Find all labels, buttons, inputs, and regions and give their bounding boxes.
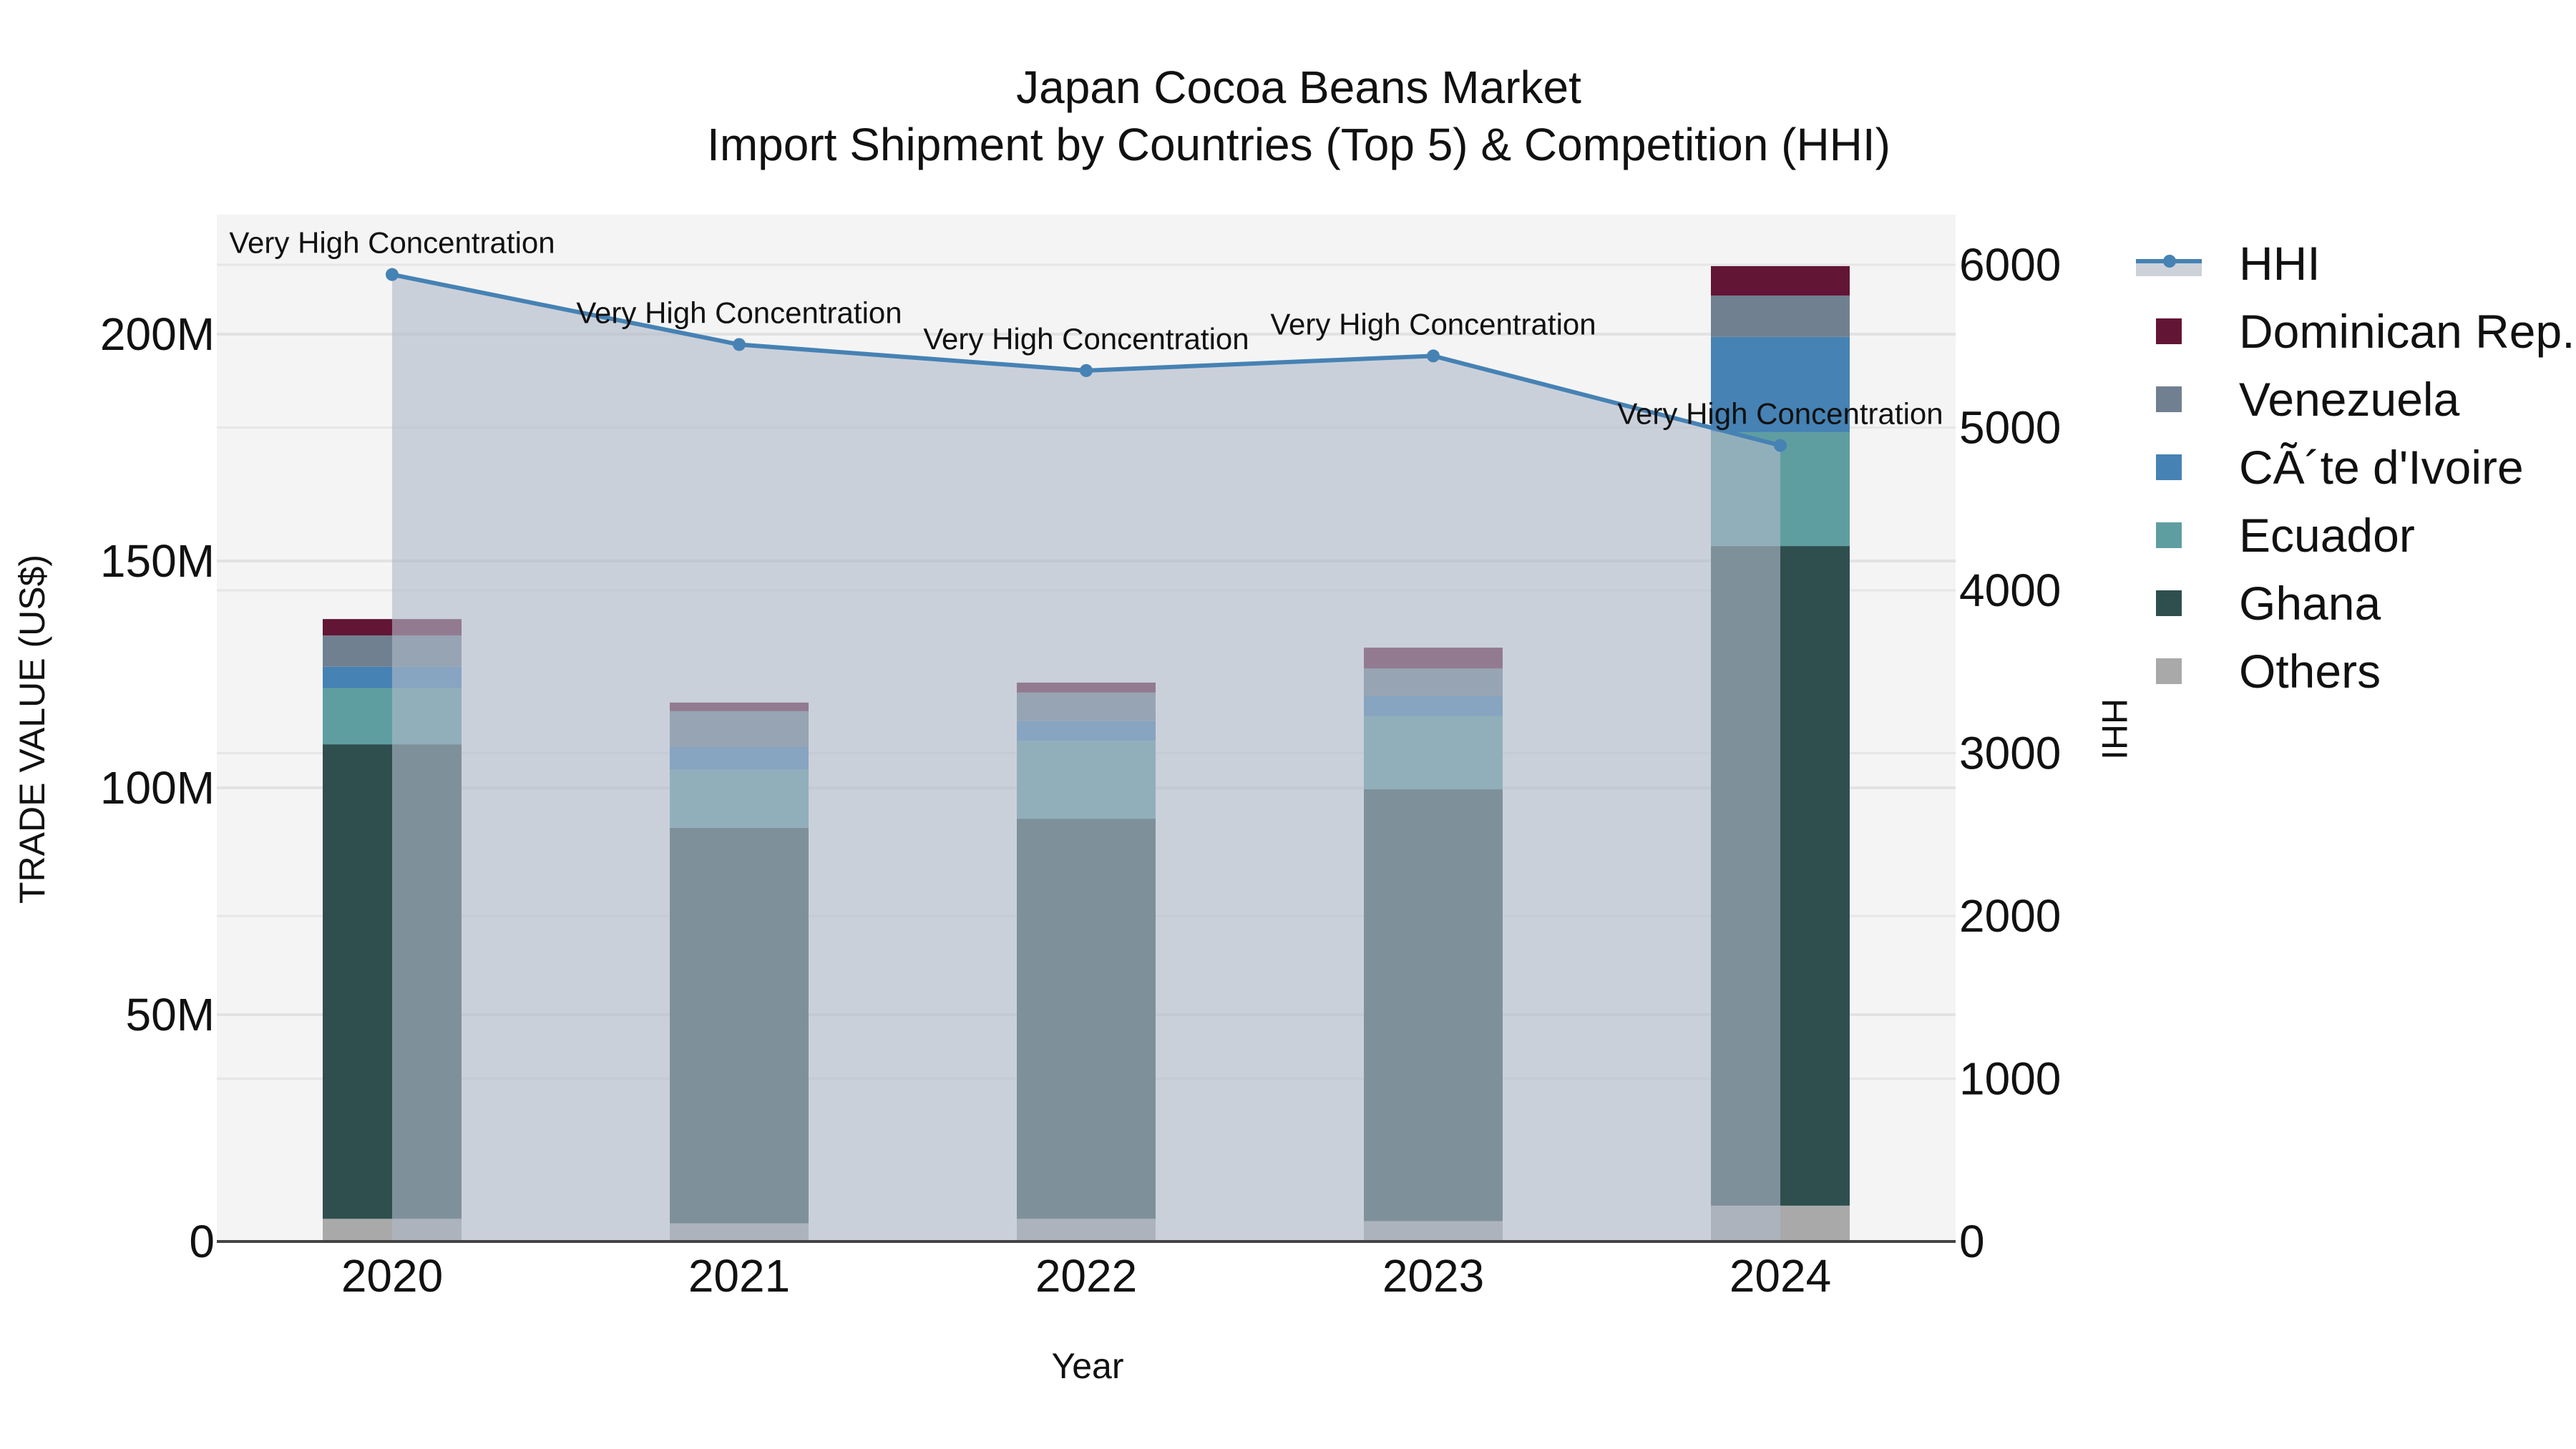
hhi-annotation: Very High Concentration — [1617, 397, 1943, 431]
y-axis-left-label: TRADE VALUE (US$) — [12, 554, 52, 904]
line-marker-icon — [2136, 249, 2202, 278]
hhi-point[interactable] — [386, 268, 399, 281]
hhi-point[interactable] — [1774, 439, 1787, 452]
bar-segment[interactable] — [1711, 265, 1850, 296]
legend-label: HHI — [2239, 236, 2321, 290]
hhi-point[interactable] — [733, 338, 746, 351]
legend-label: CÃ´te d'Ivoire — [2239, 440, 2524, 494]
x-tick: 2023 — [1382, 1250, 1484, 1302]
legend: HHI Dominican Rep. Venezuela CÃ´te d'Ivo… — [2136, 229, 2575, 705]
y-right-tick: 3000 — [1959, 728, 2061, 779]
legend-item-ghana[interactable]: Ghana — [2136, 569, 2575, 637]
y-left-tick: 100M — [100, 762, 215, 814]
hhi-annotation: Very High Concentration — [1270, 307, 1596, 341]
y-right-tick: 2000 — [1959, 890, 2061, 942]
hhi-annotation: Very High Concentration — [923, 322, 1249, 356]
swatch-icon — [2156, 318, 2182, 344]
y-left-tick: 50M — [126, 989, 215, 1040]
legend-item-cote-divoire[interactable]: CÃ´te d'Ivoire — [2136, 433, 2575, 501]
hhi-annotation: Very High Concentration — [576, 296, 902, 329]
chart-title: Japan Cocoa Beans Market Import Shipment… — [0, 59, 2576, 173]
legend-label: Dominican Rep. — [2239, 304, 2575, 358]
bar-segment[interactable] — [1711, 336, 1850, 432]
y-right-tick: 4000 — [1959, 565, 2061, 616]
x-tick: 2021 — [688, 1250, 790, 1302]
legend-item-ecuador[interactable]: Ecuador — [2136, 501, 2575, 569]
hhi-area — [392, 274, 1780, 1241]
y-right-tick: 6000 — [1959, 239, 2061, 291]
y-axis-right-label: HHI — [2094, 698, 2135, 761]
y-right-tick: 1000 — [1959, 1053, 2061, 1105]
hhi-annotation: Very High Concentration — [229, 226, 555, 260]
chart-title-line2: Import Shipment by Countries (Top 5) & C… — [707, 119, 1890, 170]
chart-title-line1: Japan Cocoa Beans Market — [1016, 62, 1581, 113]
legend-item-hhi[interactable]: HHI — [2136, 229, 2575, 297]
y-left-tick: 0 — [189, 1216, 215, 1267]
bar-segment[interactable] — [1711, 296, 1850, 337]
y-right-tick: 0 — [1959, 1216, 1985, 1267]
legend-item-dominican-rep[interactable]: Dominican Rep. — [2136, 297, 2575, 365]
legend-label: Ghana — [2239, 576, 2381, 630]
hhi-point[interactable] — [1080, 364, 1093, 377]
legend-label: Venezuela — [2239, 372, 2460, 426]
legend-label: Others — [2239, 644, 2381, 698]
swatch-icon — [2156, 454, 2182, 480]
swatch-icon — [2156, 386, 2182, 412]
x-tick: 2022 — [1035, 1250, 1137, 1302]
x-tick: 2020 — [341, 1250, 443, 1302]
hhi-point[interactable] — [1427, 349, 1440, 363]
x-axis-label: Year — [1051, 1346, 1124, 1386]
swatch-icon — [2156, 590, 2182, 616]
swatch-icon — [2156, 522, 2182, 548]
legend-item-venezuela[interactable]: Venezuela — [2136, 365, 2575, 433]
legend-item-others[interactable]: Others — [2136, 637, 2575, 705]
y-left-tick: 200M — [100, 308, 215, 360]
legend-label: Ecuador — [2239, 508, 2415, 562]
y-right-tick: 5000 — [1959, 402, 2061, 454]
swatch-icon — [2156, 658, 2182, 684]
x-tick: 2024 — [1729, 1250, 1831, 1302]
y-left-tick: 150M — [100, 535, 215, 587]
